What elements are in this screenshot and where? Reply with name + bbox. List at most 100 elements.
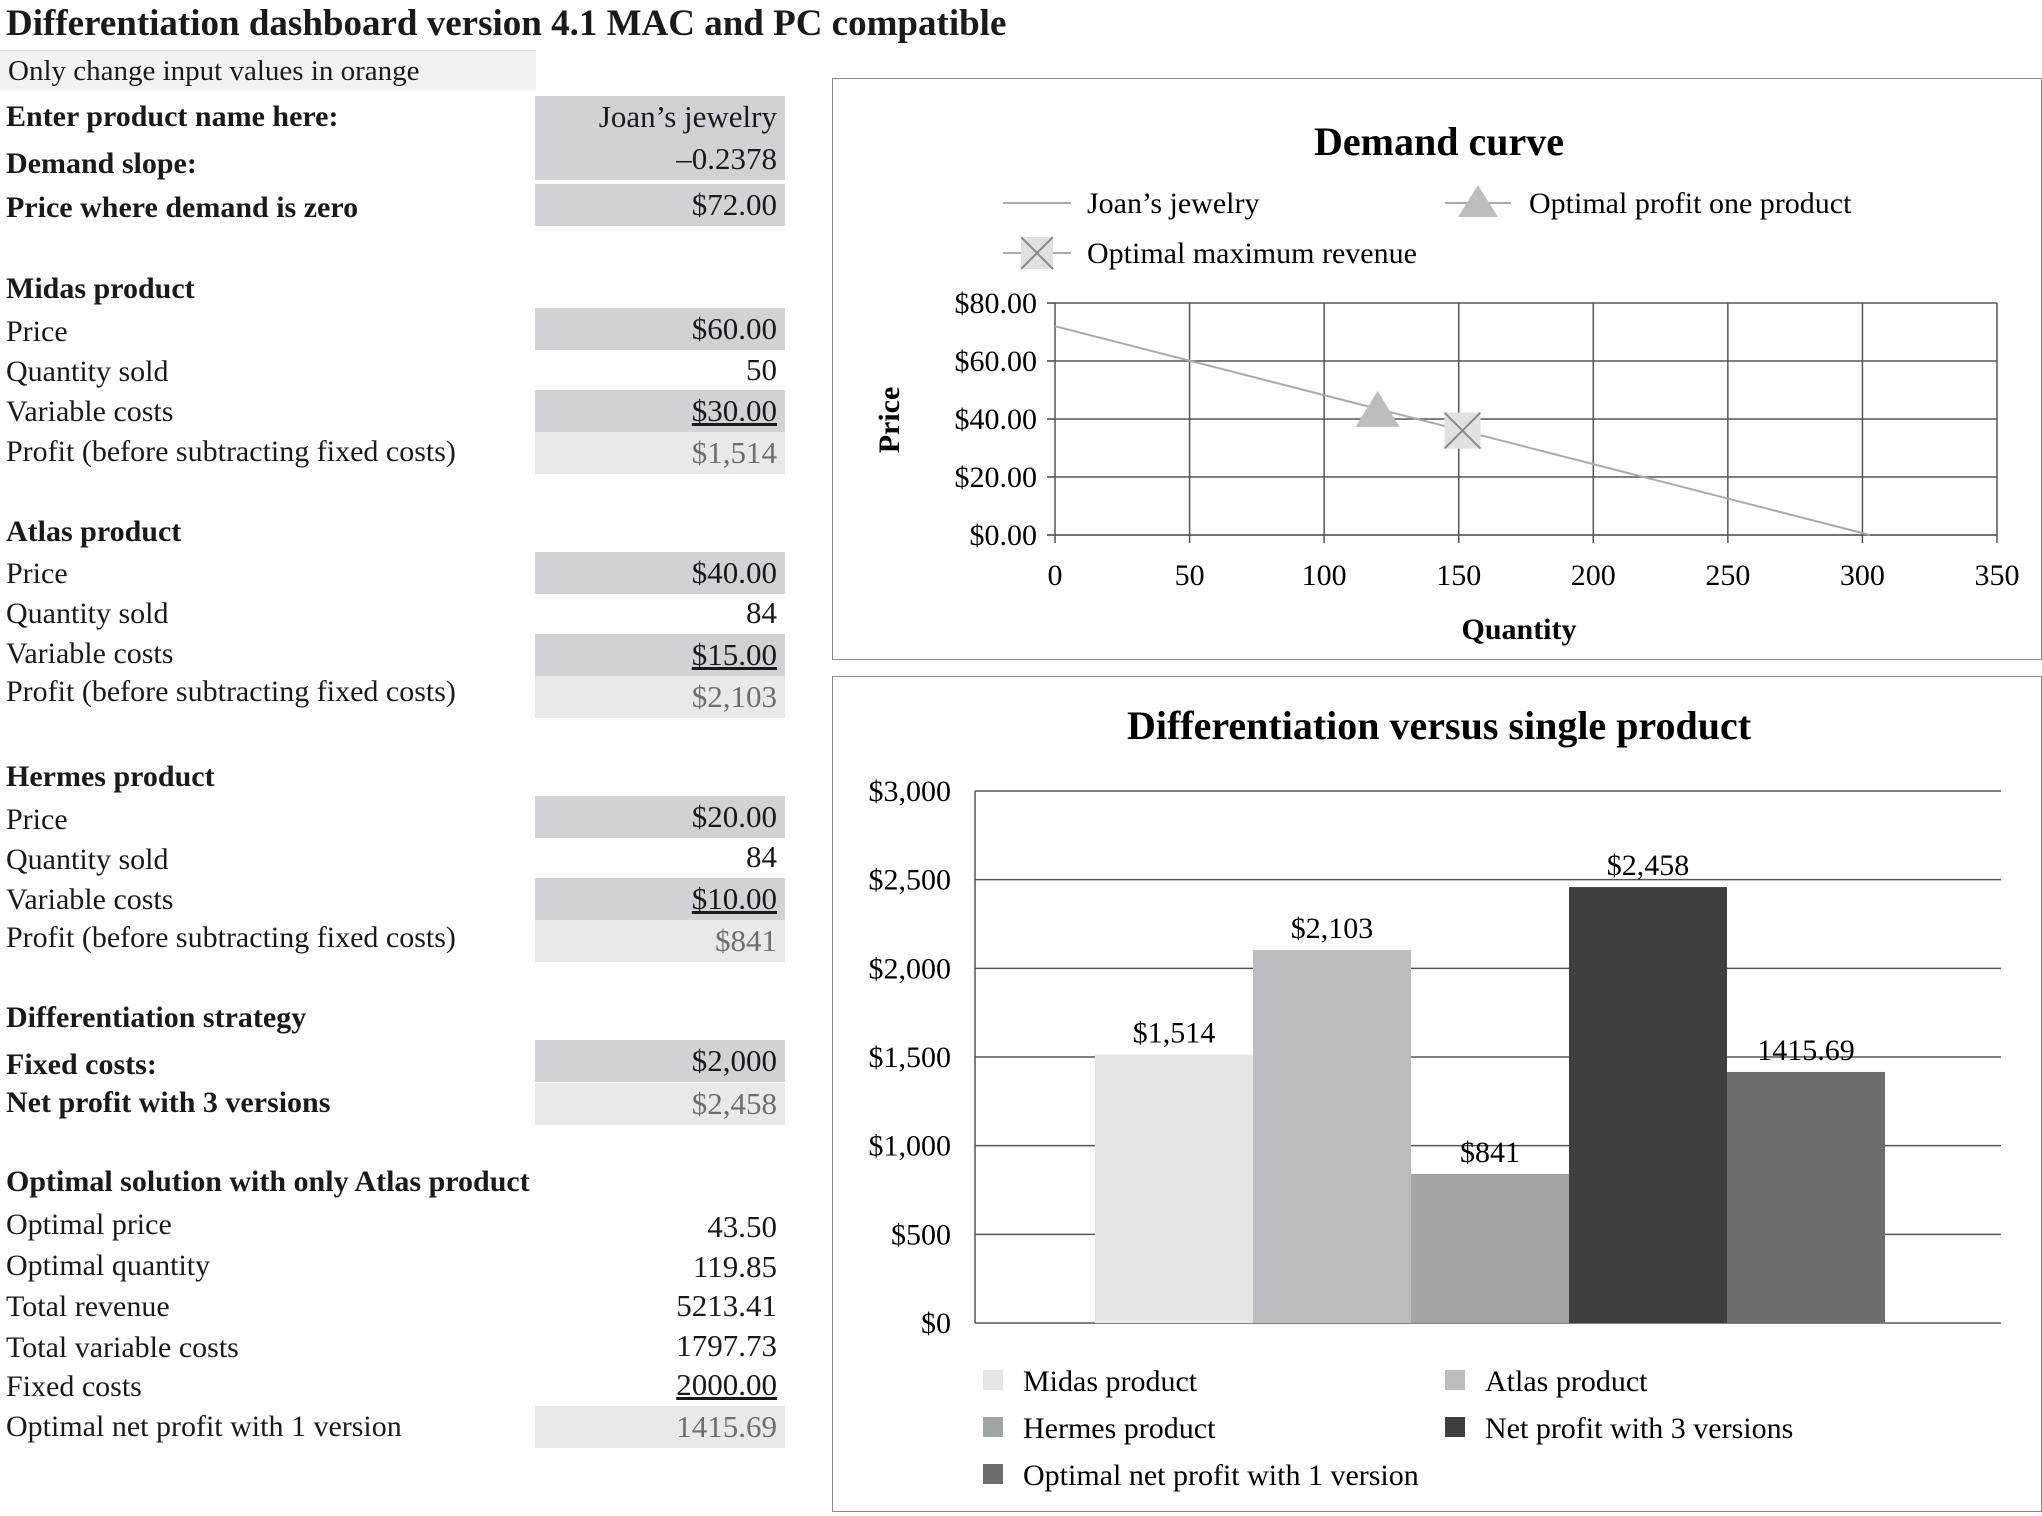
legend-optimal-profit: Optimal profit one product xyxy=(1529,187,1852,220)
demand-y-axis-label: Price xyxy=(873,387,906,454)
instruction-note: Only change input values in orange xyxy=(0,50,536,90)
bar-chart-title: Differentiation versus single product xyxy=(1127,703,1752,748)
bar-y-tick-label: $500 xyxy=(891,1218,951,1251)
optimal-net-label: Optimal net profit with 1 version xyxy=(6,1410,402,1443)
demand-x-tick-label: 300 xyxy=(1840,559,1885,592)
legend-swatch xyxy=(1445,1417,1465,1437)
demand-x-tick-label: 100 xyxy=(1302,559,1347,592)
bar-y-tick-label: $1,000 xyxy=(869,1130,952,1163)
total-vc-value: 1797.73 xyxy=(676,1328,777,1363)
demand-plot xyxy=(1054,325,1871,536)
legend-x-marker xyxy=(1020,236,1054,270)
demand-grid xyxy=(1047,302,1998,543)
demand-slope-input[interactable]: –0.2378 xyxy=(535,138,785,180)
bar-3 xyxy=(1569,887,1727,1323)
bar-data-label: 1415.69 xyxy=(1757,1034,1855,1067)
atlas-heading: Atlas product xyxy=(6,515,182,548)
demand-curve-chart: Demand curve Joan’s jewelry Optimal prof… xyxy=(873,119,2020,646)
legend-label: Net profit with 3 versions xyxy=(1485,1412,1793,1445)
midas-profit-value: $1,514 xyxy=(535,432,785,474)
demand-x-tick-label: 50 xyxy=(1175,559,1205,592)
bar-y-tick-label: $2,000 xyxy=(869,952,952,985)
hermes-heading: Hermes product xyxy=(6,760,215,793)
differentiation-bar-chart: Differentiation versus single product $0… xyxy=(869,703,2001,1492)
legend-swatch xyxy=(983,1464,1003,1484)
demand-x-tick-label: 0 xyxy=(1048,559,1063,592)
demand-y-ticks: $0.00 $20.00 $40.00 $60.00 $80.00 xyxy=(955,287,1038,552)
atlas-vc-input[interactable]: $15.00 xyxy=(535,634,785,676)
legend-optimal-revenue: Optimal maximum revenue xyxy=(1087,237,1417,270)
strategy-heading: Differentiation strategy xyxy=(6,1001,307,1034)
hermes-vc-value: $10.00 xyxy=(691,881,777,916)
midas-vc-value: $30.00 xyxy=(691,393,777,428)
legend-swatch xyxy=(983,1370,1003,1390)
optimal-qty-label: Optimal quantity xyxy=(6,1249,211,1282)
legend-label: Atlas product xyxy=(1485,1365,1648,1398)
demand-x-axis-label: Quantity xyxy=(1461,613,1576,646)
hermes-qty-value: 84 xyxy=(746,839,777,874)
hermes-qty-label: Quantity sold xyxy=(6,843,169,876)
legend-label: Hermes product xyxy=(1023,1412,1216,1445)
legend-label: Midas product xyxy=(1023,1365,1198,1398)
fixed-costs-input[interactable]: $2,000 xyxy=(535,1040,785,1082)
demand-curve-panel: Demand curve Joan’s jewelry Optimal prof… xyxy=(832,78,2042,660)
bar-data-label: $2,103 xyxy=(1291,912,1374,945)
midas-qty-label: Quantity sold xyxy=(6,355,169,388)
atlas-price-label: Price xyxy=(6,557,68,590)
optimal-price-value: 43.50 xyxy=(707,1209,777,1244)
bar-2 xyxy=(1411,1173,1569,1323)
total-revenue-value: 5213.41 xyxy=(676,1288,777,1323)
atlas-profit-label: Profit (before subtracting fixed costs) xyxy=(6,675,456,708)
bar-y-tick-label: $3,000 xyxy=(869,775,952,808)
hermes-vc-input[interactable]: $10.00 xyxy=(535,878,785,920)
total-vc-label: Total variable costs xyxy=(6,1331,239,1364)
zero-price-label: Price where demand is zero xyxy=(6,191,359,224)
midas-vc-input[interactable]: $30.00 xyxy=(535,390,785,432)
bar-y-tick-label: $0 xyxy=(921,1307,951,1340)
bar-4 xyxy=(1727,1071,1885,1323)
legend-swatch xyxy=(1445,1370,1465,1390)
midas-price-input[interactable]: $60.00 xyxy=(535,308,785,350)
bar-y-ticks: $0 $500 $1,000 $1,500 $2,000 $2,500 $3,000 xyxy=(869,775,952,1340)
optimal-net-value: 1415.69 xyxy=(535,1406,785,1448)
bar-series xyxy=(1095,887,1885,1323)
hermes-vc-label: Variable costs xyxy=(6,883,174,916)
atlas-vc-value: $15.00 xyxy=(691,637,777,672)
product-name-input[interactable]: Joan’s jewelry xyxy=(535,96,785,138)
bar-y-tick-label: $1,500 xyxy=(869,1041,952,1074)
demand-slope-label: Demand slope: xyxy=(6,147,197,180)
atlas-profit-value: $2,103 xyxy=(535,676,785,718)
demand-y-tick-label: $20.00 xyxy=(955,461,1038,494)
demand-x-tick-label: 200 xyxy=(1571,559,1616,592)
bar-y-tick-label: $2,500 xyxy=(869,864,952,897)
demand-chart-title: Demand curve xyxy=(1314,119,1564,164)
optimal-fixed-text: 2000.00 xyxy=(676,1367,777,1402)
fixed-costs-label: Fixed costs: xyxy=(6,1048,157,1081)
net-profit-label: Net profit with 3 versions xyxy=(6,1086,331,1119)
legend-swatch xyxy=(983,1417,1003,1437)
atlas-vc-label: Variable costs xyxy=(6,637,174,670)
demand-y-tick-label: $0.00 xyxy=(970,519,1038,552)
hermes-price-label: Price xyxy=(6,803,68,836)
optimal-price-label: Optimal price xyxy=(6,1208,172,1241)
optimal-revenue-marker xyxy=(1443,411,1482,450)
hermes-price-input[interactable]: $20.00 xyxy=(535,796,785,838)
demand-x-tick-label: 150 xyxy=(1436,559,1481,592)
zero-price-input[interactable]: $72.00 xyxy=(535,184,785,226)
net-profit-value: $2,458 xyxy=(535,1083,785,1125)
page-title: Differentiation dashboard version 4.1 MA… xyxy=(6,3,1007,44)
bar-data-labels: $1,514 $2,103 $841 $2,458 1415.69 xyxy=(1133,849,1855,1169)
hermes-profit-value: $841 xyxy=(535,920,785,962)
bar-data-label: $2,458 xyxy=(1607,849,1690,882)
atlas-qty-label: Quantity sold xyxy=(6,597,169,630)
midas-profit-label: Profit (before subtracting fixed costs) xyxy=(6,435,456,468)
demand-x-ticks: 0 50 100 150 200 250 300 350 xyxy=(1048,559,2020,592)
product-name-label: Enter product name here: xyxy=(6,100,339,133)
hermes-profit-label: Profit (before subtracting fixed costs) xyxy=(6,921,456,954)
optimal-fixed-value: 2000.00 xyxy=(535,1364,785,1406)
bar-0 xyxy=(1095,1054,1253,1323)
legend-label: Optimal net profit with 1 version xyxy=(1023,1459,1419,1492)
bar-1 xyxy=(1253,950,1411,1323)
atlas-price-input[interactable]: $40.00 xyxy=(535,552,785,594)
optimal-heading: Optimal solution with only Atlas product xyxy=(6,1165,530,1198)
